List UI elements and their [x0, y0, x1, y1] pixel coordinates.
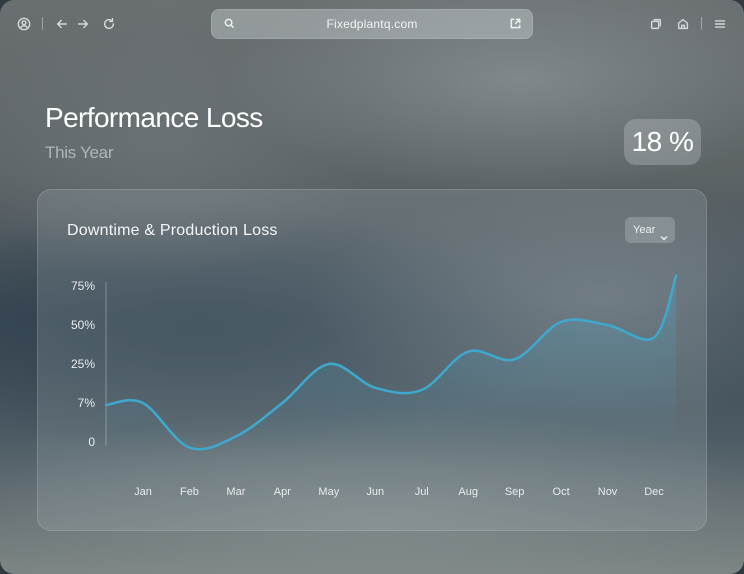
x-tick-label: Apr	[274, 486, 291, 498]
x-tick-label: Jan	[134, 486, 152, 498]
period-select[interactable]: Year	[625, 217, 675, 243]
y-tick-label: 25%	[71, 357, 95, 371]
search-icon	[223, 17, 236, 30]
x-tick-label: Jun	[366, 486, 384, 498]
page-subtitle: This Year	[45, 143, 114, 162]
share-icon[interactable]	[509, 17, 522, 30]
toolbar-divider	[42, 17, 43, 30]
x-tick-label: May	[318, 486, 339, 498]
y-tick-label: 50%	[71, 318, 95, 332]
y-axis-ticks: 0 7% 25% 50% 75%	[71, 279, 95, 449]
extensions-icon[interactable]	[675, 16, 691, 32]
chart-title: Downtime & Production Loss	[67, 222, 278, 239]
page-title: Performance Loss	[45, 102, 263, 133]
x-tick-label: Aug	[458, 486, 478, 498]
address-bar[interactable]: Fixedplantq.com	[211, 9, 533, 39]
chart-series-line	[104, 274, 678, 451]
y-tick-label: 0	[88, 435, 95, 449]
x-axis-ticks: Jan Feb Mar Apr May Jun Jul Aug Sep Oct Nov Dec	[134, 486, 664, 498]
browser-toolbar: Fixedplantq.com	[0, 0, 744, 48]
toolbar-divider	[701, 17, 702, 30]
url-text: Fixedplantq.com	[326, 17, 418, 31]
y-tick-label: 7%	[78, 396, 96, 410]
x-tick-label: Feb	[180, 486, 199, 498]
chart-area-fill	[106, 276, 676, 450]
reload-icon[interactable]	[101, 16, 117, 32]
x-tick-label: Jul	[415, 486, 429, 498]
arrow-left-icon[interactable]	[54, 16, 70, 32]
percent-badge: 18 %	[624, 119, 701, 165]
x-tick-label: Mar	[226, 486, 245, 498]
period-select-label: Year	[633, 224, 656, 236]
tabs-icon[interactable]	[648, 16, 664, 32]
x-tick-label: Nov	[598, 486, 618, 498]
x-tick-label: Dec	[644, 486, 664, 498]
x-tick-label: Oct	[553, 486, 570, 498]
menu-icon[interactable]	[712, 16, 728, 32]
x-tick-label: Sep	[505, 486, 525, 498]
arrow-right-icon[interactable]	[75, 16, 91, 32]
y-tick-label: 75%	[71, 279, 95, 293]
chevron-down-icon	[660, 226, 668, 241]
profile-icon[interactable]	[16, 16, 32, 32]
